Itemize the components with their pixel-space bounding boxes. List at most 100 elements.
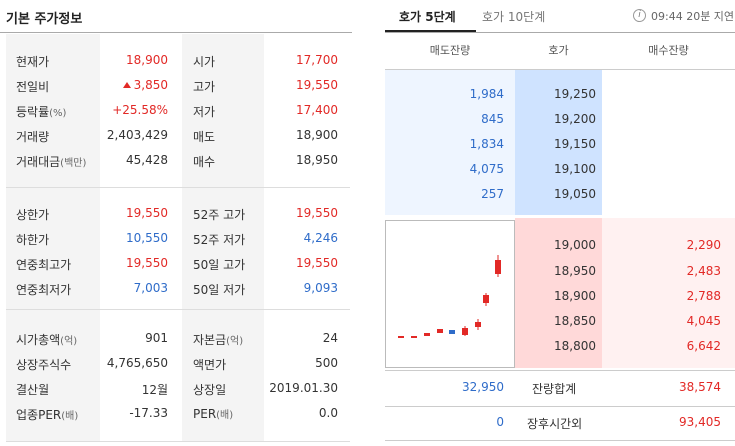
value: 24: [322, 331, 338, 345]
value: 7,003: [133, 281, 168, 295]
bid-qty: 2,290: [686, 238, 721, 252]
ask-price: 19,100: [554, 162, 596, 176]
bid-qty: 2,483: [686, 264, 721, 278]
row-change: 전일비 3,850 고가 19,550: [0, 74, 352, 99]
row-current-price: 현재가 18,900 시가 17,700: [0, 49, 352, 74]
value: 500: [315, 356, 338, 370]
tab-orderbook-10[interactable]: 호가 10단계: [482, 10, 546, 24]
candle: [483, 293, 489, 306]
label: 연중최저가: [16, 283, 72, 297]
bid-price: 18,950: [554, 264, 596, 278]
value: 45,428: [126, 153, 168, 167]
label: 시가: [193, 55, 216, 69]
active-tab-indicator: [385, 30, 476, 33]
value: 2019.01.30: [269, 381, 338, 395]
after-hours-bid-qty: 93,405: [679, 415, 721, 429]
ask-qty: 4,075: [469, 162, 504, 176]
label: 결산월: [16, 383, 50, 397]
bid-qty: 6,642: [686, 339, 721, 353]
row-listed-shares: 상장주식수 4,765,650 액면가 500: [0, 352, 352, 377]
label: 고가: [193, 80, 216, 94]
bid-price: 18,800: [554, 339, 596, 353]
total-bid-qty: 38,574: [679, 380, 721, 394]
label: 50일 고가: [193, 258, 246, 272]
value: -17.33: [129, 406, 168, 420]
header-buy-qty: 매수잔량: [648, 44, 689, 57]
bid-price: 19,000: [554, 238, 596, 252]
tab-orderbook-5[interactable]: 호가 5단계: [399, 10, 456, 24]
candle: [437, 329, 443, 333]
price-block: 현재가 18,900 시가 17,700 전일비 3,850 고가 19,550…: [0, 34, 352, 188]
label: 매도: [193, 130, 216, 144]
candle: [449, 330, 455, 334]
ask-price: 19,050: [554, 187, 596, 201]
label: 상장주식수: [16, 358, 72, 372]
candle: [495, 255, 501, 277]
value: 9,093: [303, 281, 338, 295]
value: 10,550: [126, 231, 168, 245]
label: 현재가: [16, 55, 50, 69]
label: 52주 고가: [193, 208, 246, 222]
candle-chart-svg: [398, 255, 501, 338]
row-volume: 거래량 2,403,429 매도 18,900: [0, 124, 352, 149]
value: 4,765,650: [106, 356, 168, 370]
candle: [424, 333, 430, 336]
mini-candle-chart: [385, 220, 515, 368]
after-hours-ask-qty: 0: [496, 415, 504, 429]
label: 매수: [193, 155, 216, 169]
label: 50일 저가: [193, 283, 246, 297]
candle: [475, 319, 481, 330]
ask-price: 19,150: [554, 137, 596, 151]
up-arrow-icon: [122, 82, 131, 88]
total-label: 잔량합계: [532, 382, 577, 396]
candle: [398, 336, 404, 338]
label: 전일비: [16, 80, 50, 94]
orderbook-panel: 호가 5단계 호가 10단계 i 09:44 20분 지연 매도잔량 호가 매수…: [385, 0, 735, 446]
label: 거래대금(백만): [16, 155, 87, 169]
info-icon[interactable]: i: [633, 9, 646, 22]
ask-price: 19,200: [554, 112, 596, 126]
bid-qty-zone: [602, 218, 735, 368]
row-market-cap: 시가총액(억) 901 자본금(억) 24: [0, 327, 352, 352]
delay-notice: 09:44 20분 지연: [651, 10, 735, 23]
value: 19,550: [126, 206, 168, 220]
tab-divider: [385, 32, 735, 33]
row-per: 업종PER(배) -17.33 PER(배) 0.0: [0, 402, 352, 427]
value: 17,700: [296, 53, 338, 67]
ask-qty: 1,984: [469, 87, 504, 101]
total-ask-qty: 32,950: [462, 380, 504, 394]
label: 상장일: [193, 383, 227, 397]
range-block: 상한가 19,550 52주 고가 19,550 하한가 10,550 52주 …: [0, 188, 352, 310]
value: 19,550: [296, 206, 338, 220]
label: 자본금(억): [193, 333, 244, 347]
label: 하한가: [16, 233, 50, 247]
value: 12월: [141, 383, 168, 397]
value: 19,550: [126, 256, 168, 270]
bid-qty: 2,788: [686, 289, 721, 303]
value: 18,950: [296, 153, 338, 167]
panel-title: 기본 주가정보: [6, 12, 83, 27]
bid-price: 18,850: [554, 314, 596, 328]
candle: [411, 336, 417, 338]
bid-qty: 4,045: [686, 314, 721, 328]
value: 19,550: [296, 78, 338, 92]
row-year-low: 연중최저가 7,003 50일 저가 9,093: [0, 277, 352, 302]
candle: [462, 326, 468, 336]
basic-price-info-panel: 기본 주가정보 현재가 18,900 시가 17,700 전일비 3,850 고…: [0, 0, 352, 446]
ask-qty: 257: [481, 187, 504, 201]
label: PER(배): [193, 407, 234, 421]
row-fiscal-month: 결산월 12월 상장일 2019.01.30: [0, 377, 352, 402]
label: 연중최고가: [16, 258, 72, 272]
value: 19,550: [296, 256, 338, 270]
ask-qty: 1,834: [469, 137, 504, 151]
row-trade-value: 거래대금(백만) 45,428 매수 18,950: [0, 149, 352, 174]
header-sell-qty: 매도잔량: [429, 44, 471, 57]
label: 거래량: [16, 130, 50, 144]
value: +25.58%: [112, 103, 168, 117]
company-block: 시가총액(억) 901 자본금(억) 24 상장주식수 4,765,650 액면…: [0, 310, 352, 442]
value: 901: [145, 331, 168, 345]
ask-qty: 845: [481, 112, 504, 126]
ask-price-zone: [515, 70, 602, 215]
value: 18,900: [296, 128, 338, 142]
bid-price: 18,900: [554, 289, 596, 303]
